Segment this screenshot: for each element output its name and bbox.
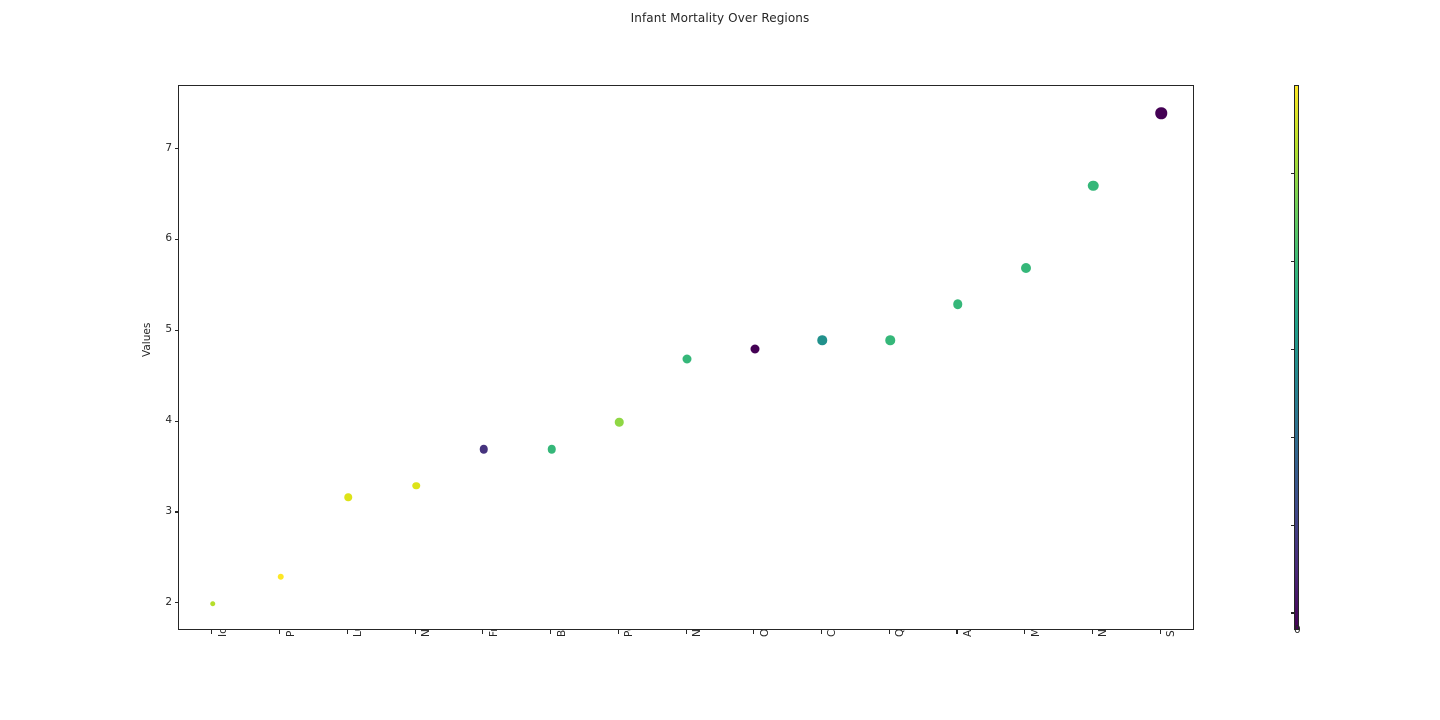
x-axis-tick-mark: [346, 630, 348, 634]
colorbar-tick-mark: [1290, 260, 1294, 262]
x-axis-tick-mark: [1024, 630, 1026, 634]
x-axis-tick-mark: [956, 630, 958, 634]
x-axis-tick-mark: [414, 630, 416, 634]
scatter-point: [277, 573, 284, 580]
x-axis-tick-mark: [1091, 630, 1093, 634]
y-axis-tick-label: 3: [165, 504, 172, 517]
y-axis-tick-mark: [174, 238, 178, 240]
y-axis-tick-mark: [174, 148, 178, 150]
plot-area: [178, 85, 1194, 630]
y-axis-tick-label: 2: [165, 595, 172, 608]
scatter-point: [412, 481, 420, 490]
scatter-point: [682, 354, 692, 363]
colorbar-tick-mark: [1290, 612, 1294, 614]
colorbar-tick-mark: [1290, 524, 1294, 526]
x-axis-tick-mark: [617, 630, 619, 634]
colorbar-tick-mark: [1290, 436, 1294, 438]
x-axis-tick-mark: [550, 630, 552, 634]
x-axis-tick-mark: [211, 630, 213, 634]
x-axis-tick-mark: [1159, 630, 1161, 634]
x-axis-tick-mark: [820, 630, 823, 634]
y-axis-tick-mark: [174, 329, 178, 331]
scatter-point: [547, 445, 556, 454]
y-axis-label: Values: [141, 322, 153, 357]
colorbar-tick-label: 0: [1294, 624, 1301, 636]
y-axis-tick-label: 6: [165, 232, 172, 245]
scatter-point: [1020, 262, 1031, 273]
colorbar-tick-mark: [1290, 348, 1294, 350]
y-axis-tick-mark: [174, 511, 178, 513]
y-axis-tick-mark: [174, 602, 178, 604]
colorbar: [1290, 85, 1299, 630]
chart-title: Infant Mortality Over Regions: [630, 11, 810, 25]
x-axis-tick-mark: [685, 630, 687, 634]
scatter-point: [885, 335, 895, 346]
x-axis-tick-mark: [753, 630, 755, 634]
scatter-point: [750, 344, 760, 354]
x-axis-tick-mark: [279, 630, 281, 634]
scatter-point: [210, 601, 216, 607]
y-axis-tick-mark: [174, 420, 178, 422]
x-axis-tick-mark: [482, 630, 484, 634]
scatter-point: [344, 493, 353, 502]
scatter-points-layer: [179, 86, 1193, 629]
colorbar-gradient: [1294, 85, 1299, 630]
scatter-point: [817, 335, 828, 346]
scatter-point: [479, 445, 489, 454]
scatter-point: [1088, 180, 1099, 192]
scatter-point: [1155, 107, 1167, 119]
colorbar-tick-mark: [1290, 172, 1294, 174]
scatter-point: [953, 299, 963, 309]
scatter-point: [615, 417, 624, 427]
x-axis-tick-mark: [888, 630, 890, 634]
y-axis-tick-label: 4: [165, 414, 172, 427]
y-axis-tick-label: 7: [165, 141, 172, 154]
y-axis-tick-label: 5: [165, 323, 172, 336]
